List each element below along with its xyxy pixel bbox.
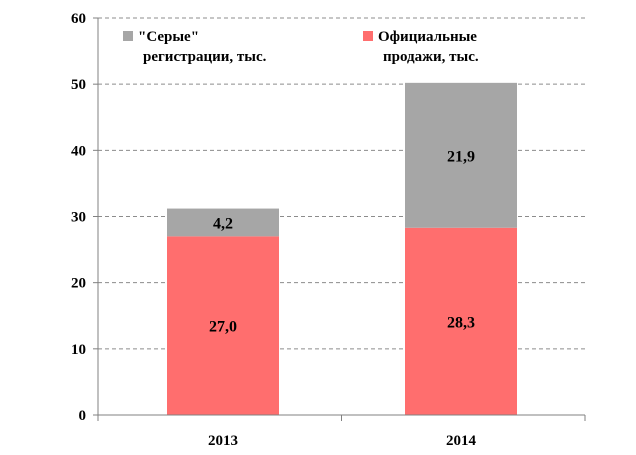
y-tick-label: 20	[71, 276, 86, 292]
bar-segment-grey-2014	[405, 82, 517, 228]
legend-official-swatch	[363, 31, 373, 41]
bar-segment-official-2014	[405, 227, 517, 415]
bar-segment-official-2013	[167, 236, 279, 415]
legend-grey-text: "Серые"	[138, 29, 199, 45]
y-tick-label: 0	[79, 408, 87, 424]
x-category-label: 2013	[208, 433, 238, 449]
y-tick-label: 40	[71, 143, 86, 159]
bar-segment-grey-2013	[167, 208, 279, 237]
y-tick-label: 10	[71, 342, 86, 358]
data-label: 21,9	[447, 148, 475, 165]
legend-official-text: продажи, тыс.	[383, 49, 479, 65]
y-tick-label: 30	[71, 210, 86, 226]
bars	[167, 82, 517, 415]
x-category-label: 2014	[446, 433, 477, 449]
axes: 0 10 20 30 40 50 60 2013 2014	[71, 11, 586, 449]
data-label: 27,0	[209, 319, 237, 336]
y-tick-label: 50	[71, 77, 86, 93]
data-label: 4,2	[213, 215, 233, 232]
legend: "Серые" регистрации, тыс. Официальные прода…	[123, 29, 479, 65]
legend-grey-text: регистрации, тыс.	[143, 49, 267, 65]
data-labels: 27,0 4,2 28,3 21,9	[209, 148, 475, 335]
y-tick-label: 60	[71, 11, 86, 27]
legend-grey-swatch	[123, 31, 133, 41]
data-label: 28,3	[447, 314, 475, 331]
legend-official-text: Официальные	[378, 29, 477, 45]
